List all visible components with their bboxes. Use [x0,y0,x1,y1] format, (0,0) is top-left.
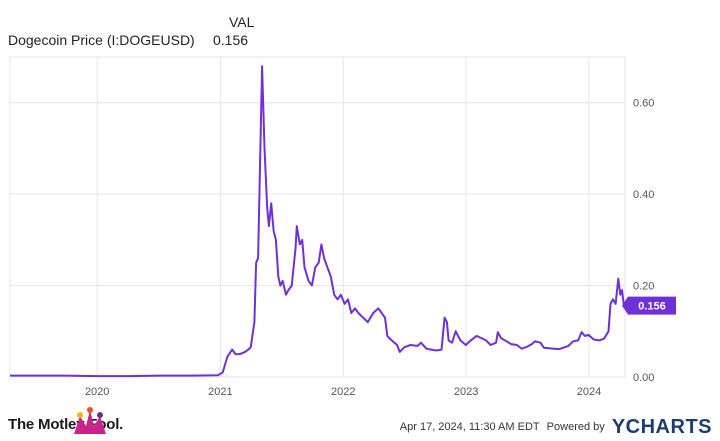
y-tick-label: 0.60 [633,98,654,110]
x-tick-label: 2022 [331,386,355,398]
x-tick-label: 2024 [577,386,601,398]
legend-header: VAL Dogecoin Price (I:DOGEUSD) 0.156 [8,14,258,54]
chart-footer-attribution: Apr 17, 2024, 11:30 AM EDT Powered by YC… [400,416,712,439]
y-tick-label: 0.40 [633,189,654,201]
jester-hat-icon [74,407,106,434]
x-tick-label: 2023 [454,386,478,398]
end-value-badge [622,296,676,315]
x-tick-label: 2021 [208,386,232,398]
series-line-dogecoin [10,65,626,378]
end-value-label: 0.156 [638,301,666,313]
legend-series-label: Dogecoin Price (I:DOGEUSD) [8,32,195,48]
y-tick-label: 0.20 [633,281,654,293]
y-tick-label: 0.00 [633,372,654,384]
x-tick-label: 2020 [85,386,109,398]
ycharts-logo: YCHARTS [611,416,712,438]
legend-column-title: VAL [229,14,255,30]
powered-by-label: Powered by [546,421,605,433]
chart-timestamp: Apr 17, 2024, 11:30 AM EDT [399,421,540,433]
plot-frame [9,56,626,378]
legend-current-value: 0.156 [213,32,249,48]
